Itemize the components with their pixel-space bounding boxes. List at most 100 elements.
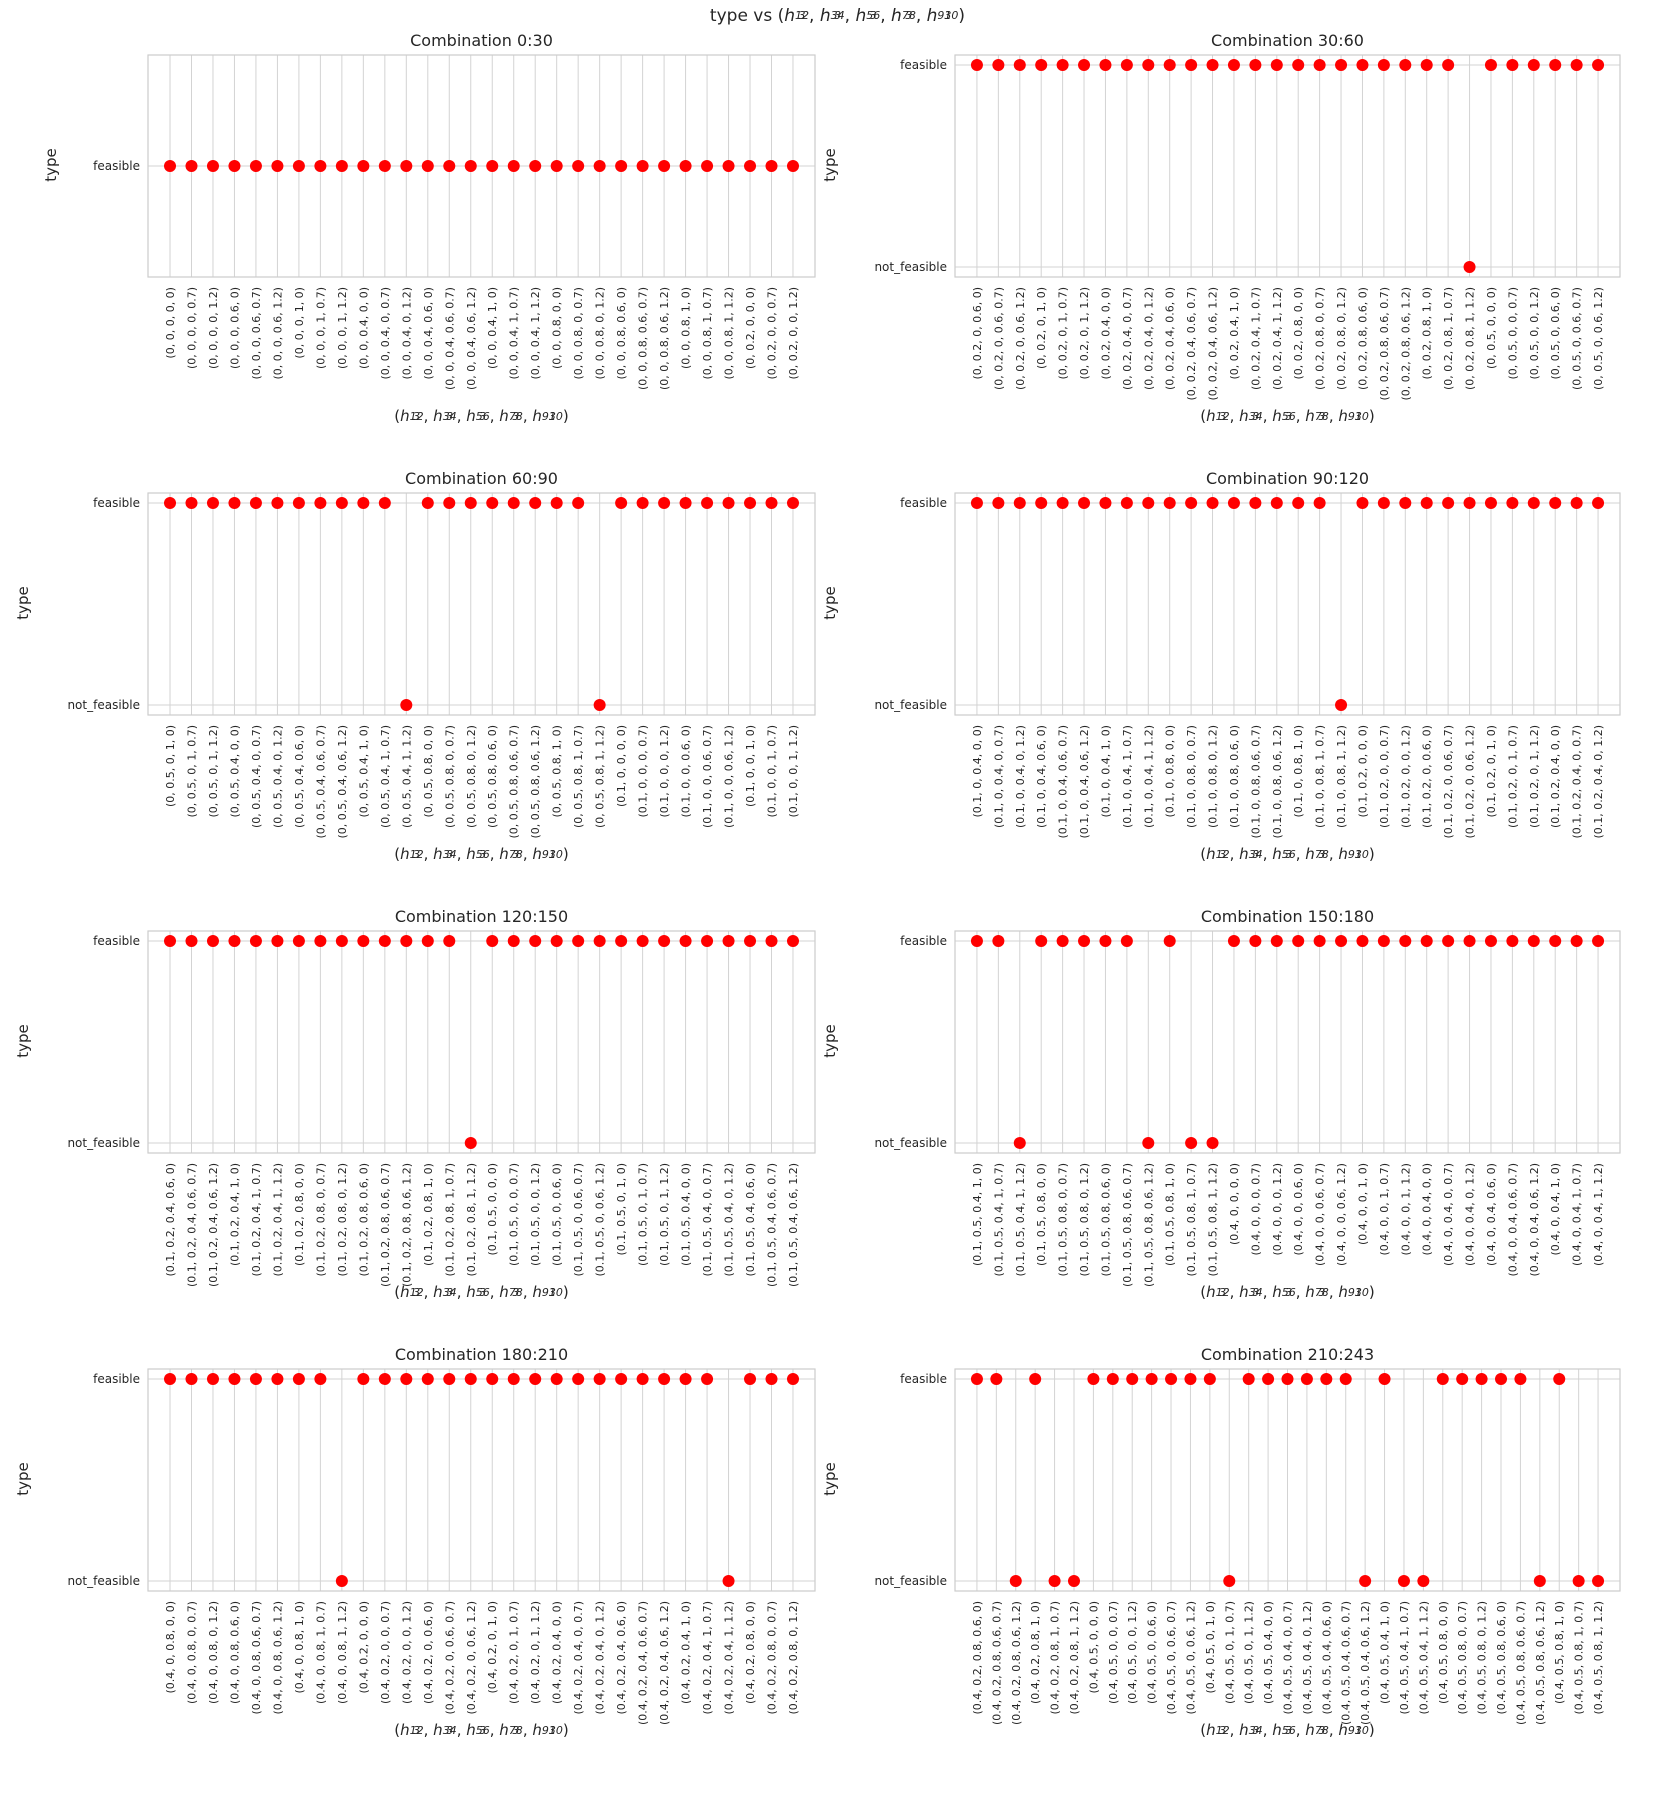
data-point: [357, 935, 370, 947]
x-tick-label: (0.4, 0, 0.4, 0.6, 1.2): [1528, 1163, 1541, 1277]
x-tick-label: (0.4, 0.5, 0, 1, 0.7): [1223, 1601, 1236, 1704]
data-point: [1377, 497, 1390, 509]
data-point: [1120, 59, 1133, 71]
x-tick-label: (0.1, 0.2, 0, 1, 1.2): [1528, 725, 1541, 828]
data-point: [1506, 59, 1519, 71]
data-point: [636, 160, 649, 172]
x-tick-label: (0.1, 0, 0, 0.6, 0.7): [701, 725, 714, 828]
data-point: [1056, 497, 1069, 509]
x-tick-label: (0.1, 0.5, 0.4, 0, 0.7): [701, 1163, 714, 1277]
x-axis-label: (h 12 3, h 34 3, h 56 3, h 78 3, h 910 3): [394, 1283, 569, 1301]
data-point: [722, 160, 735, 172]
data-point: [786, 935, 799, 947]
y-tick-label: feasible: [93, 934, 140, 948]
data-point: [550, 497, 563, 509]
x-tick-label: (0.1, 0, 0, 0, 0): [615, 725, 628, 807]
y-axis-label: type: [42, 148, 60, 182]
panel-title: Combination 0:30: [410, 31, 553, 50]
x-tick-label: (0.4, 0.2, 0.4, 0, 1.2): [594, 1601, 607, 1715]
x-tick-label: (0.1, 0.2, 0.4, 1, 1.2): [271, 1163, 284, 1277]
panel-plot: not_feasible feasible (0.1, 0.5, 0.4, 1, 0…: [874, 930, 1621, 1287]
data-point: [1533, 1575, 1546, 1587]
data-point: [1484, 59, 1497, 71]
data-point: [164, 935, 177, 947]
data-point: [507, 1373, 520, 1385]
x-tick-label: (0.1, 0.2, 0, 0.6, 0): [1421, 725, 1434, 828]
data-point: [1420, 935, 1433, 947]
x-tick-label: (0, 0.2, 0.8, 0.6, 0): [1356, 287, 1369, 390]
x-tick-label: (0.4, 0.5, 0, 0, 1.2): [1126, 1601, 1139, 1704]
x-tick-label: (0, 0.5, 0.8, 0, 1.2): [465, 725, 478, 828]
data-point: [1087, 1373, 1100, 1385]
x-tick-label: (0.1, 0.2, 0.8, 1, 0.7): [443, 1163, 456, 1277]
data-point: [1203, 1373, 1216, 1385]
data-point: [1592, 935, 1605, 947]
x-tick-label: (0, 0.5, 0.4, 1, 1.2): [400, 725, 413, 828]
data-point: [1456, 1373, 1469, 1385]
x-tick-label: (0.4, 0.5, 0.4, 0.6, 1.2): [1359, 1601, 1372, 1725]
x-tick-label: (0.1, 0, 0.8, 1, 1.2): [1335, 725, 1348, 828]
x-tick-label: (0, 0.5, 0, 0.6, 1.2): [1592, 287, 1605, 390]
data-point: [1013, 59, 1026, 71]
data-point: [1165, 1373, 1178, 1385]
x-tick-label: (0.4, 0.5, 0, 0.6, 0.7): [1165, 1601, 1178, 1715]
x-tick-label: (0.4, 0.5, 0.4, 0.6, 0): [1320, 1601, 1333, 1715]
x-tick-label: (0, 0.2, 0.8, 1, 0.7): [1442, 287, 1455, 390]
x-tick-label: (0.4, 0.5, 0.8, 1, 0): [1553, 1601, 1566, 1704]
x-tick-label: (0, 0.2, 0.8, 0, 0.7): [1314, 287, 1327, 390]
data-point: [1397, 1575, 1410, 1587]
x-tick-label: (0, 0.2, 0.4, 0.6, 1.2): [1207, 287, 1220, 401]
data-point: [1013, 1137, 1026, 1149]
x-tick-label: (0.4, 0.5, 0.8, 0, 1.2): [1476, 1601, 1489, 1715]
x-tick-label: (0.1, 0.5, 0.8, 0, 1.2): [1078, 1163, 1091, 1277]
data-point: [786, 160, 799, 172]
data-point: [615, 935, 628, 947]
data-point: [615, 497, 628, 509]
data-point: [1126, 1373, 1139, 1385]
data-point: [1320, 1373, 1333, 1385]
axes-frame: [954, 930, 1621, 1154]
x-tick-label: (0.4, 0, 0, 1, 1.2): [1399, 1163, 1412, 1256]
data-point: [1184, 1373, 1197, 1385]
x-tick-label: (0.1, 0.5, 0, 0.6, 0): [551, 1163, 564, 1266]
panel-title: Combination 150:180: [1200, 907, 1375, 926]
x-tick-label: (0.4, 0.2, 0.4, 0.6, 1.2): [658, 1601, 671, 1725]
x-tick-label: (0.4, 0.2, 0.8, 1, 0): [1029, 1601, 1042, 1704]
data-point: [1013, 497, 1026, 509]
x-tick-label: (0, 0.2, 0.8, 0.6, 0.7): [1378, 287, 1391, 401]
data-point: [658, 935, 671, 947]
data-point: [486, 497, 499, 509]
data-point: [249, 1373, 262, 1385]
data-point: [1185, 59, 1198, 71]
data-point: [572, 1373, 585, 1385]
x-tick-label: (0, 0, 0.8, 0.6, 0): [615, 287, 628, 380]
x-tick-label: (0.4, 0.5, 0.8, 0.6, 0.7): [1514, 1601, 1527, 1725]
data-point: [1527, 497, 1540, 509]
x-tick-label: (0.4, 0.2, 0.4, 0.6, 0): [615, 1601, 628, 1715]
x-tick-label: (0.1, 0.2, 0.4, 0, 1.2): [1592, 725, 1605, 839]
x-tick-label: (0.1, 0.5, 0.8, 0.6, 0.7): [1121, 1163, 1134, 1287]
data-point: [400, 1373, 413, 1385]
data-point: [744, 160, 757, 172]
x-tick-label: (0.4, 0, 0, 0.6, 0): [1292, 1163, 1305, 1256]
panel-title: Combination 210:243: [1200, 1345, 1375, 1364]
data-point: [1056, 59, 1069, 71]
panel-title: Combination 180:210: [394, 1345, 569, 1364]
data-point: [443, 1373, 456, 1385]
data-point: [464, 160, 477, 172]
x-tick-label: (0.1, 0, 0.8, 0.6, 1.2): [1271, 725, 1284, 839]
x-tick-label: (0, 0, 0.4, 1, 0.7): [508, 287, 521, 380]
y-axis-label: type: [14, 586, 32, 620]
x-tick-label: (0, 0, 0.4, 0, 0.7): [379, 287, 392, 380]
x-tick-label: (0, 0, 0.4, 0.6, 0.7): [443, 287, 456, 390]
data-point: [185, 160, 198, 172]
data-point: [1420, 59, 1433, 71]
x-tick-label: (0.4, 0.2, 0.4, 1, 0): [680, 1601, 693, 1704]
x-tick-label: (0.1, 0.2, 0.8, 0, 0): [293, 1163, 306, 1266]
data-point: [206, 935, 219, 947]
x-tick-label: (0.1, 0.2, 0.4, 1, 0.7): [250, 1163, 263, 1277]
data-point: [335, 1575, 348, 1587]
x-tick-label: (0, 0.2, 0.8, 1, 1.2): [1464, 287, 1477, 390]
x-tick-label: (0.1, 0.5, 0.8, 1, 0.7): [1185, 1163, 1198, 1277]
data-point: [314, 1373, 327, 1385]
